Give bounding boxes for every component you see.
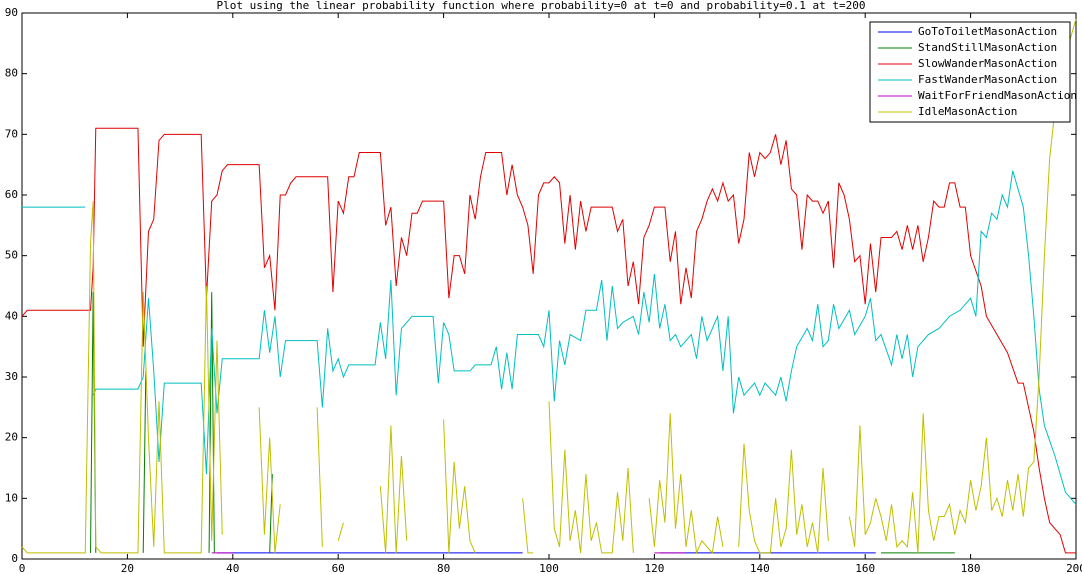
x-tick-label: 180 [961, 562, 981, 574]
y-tick-label: 10 [5, 491, 18, 504]
y-tick-label: 50 [5, 249, 18, 262]
x-tick-label: 0 [19, 562, 26, 574]
y-tick-label: 80 [5, 67, 18, 80]
series-line [22, 170, 1077, 505]
y-tick-label: 40 [5, 309, 18, 322]
legend-label: GoToToiletMasonAction [918, 25, 1057, 38]
x-tick-label: 140 [750, 562, 770, 574]
x-tick-label: 80 [437, 562, 450, 574]
y-tick-label: 90 [5, 6, 18, 19]
x-tick-label: 20 [121, 562, 134, 574]
x-tick-label: 120 [644, 562, 664, 574]
x-tick-label: 40 [226, 562, 239, 574]
legend-label: WaitForFriendMasonAction [918, 89, 1077, 102]
legend-label: StandStillMasonAction [918, 41, 1057, 54]
x-tick-label: 200 [1066, 562, 1082, 574]
y-tick-label: 70 [5, 127, 18, 140]
y-tick-label: 30 [5, 370, 18, 383]
legend-box [869, 21, 1071, 123]
legend-label: SlowWanderMasonAction [918, 57, 1057, 70]
legend-label: FastWanderMasonAction [918, 73, 1057, 86]
y-tick-label: 60 [5, 188, 18, 201]
series-line [21, 18, 1077, 555]
series-line [21, 127, 1076, 554]
x-tick-label: 160 [855, 562, 875, 574]
chart-title: Plot using the linear probability functi… [216, 0, 865, 12]
y-tick-label: 20 [5, 431, 18, 444]
x-tick-label: 60 [332, 562, 345, 574]
x-tick-label: 100 [539, 562, 559, 574]
y-tick-label: 0 [11, 552, 18, 565]
series-line [90, 292, 955, 554]
legend-label: IdleMasonAction [918, 105, 1017, 118]
